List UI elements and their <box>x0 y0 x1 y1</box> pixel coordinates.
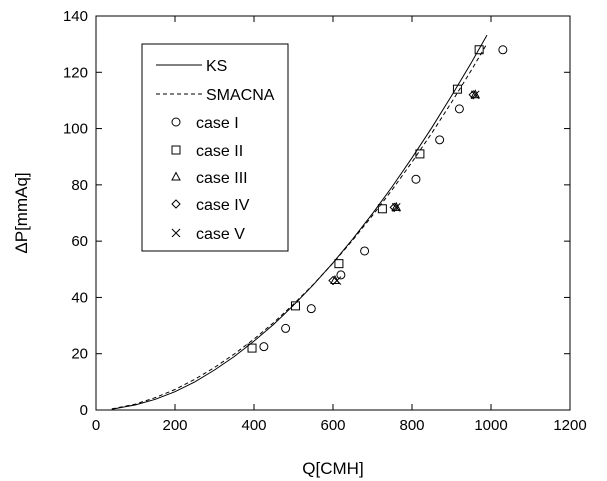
point-case-ii <box>452 84 462 94</box>
point-case-i <box>360 246 370 256</box>
x-tick-label: 200 <box>162 417 187 434</box>
point-case-iii <box>330 274 340 285</box>
point-case-i <box>454 104 464 114</box>
series-layer <box>111 34 508 410</box>
y-tick-label: 20 <box>71 346 88 363</box>
point-case-ii <box>474 45 484 55</box>
point-case-ii <box>290 301 300 311</box>
series-line-smacna <box>111 43 488 410</box>
point-case-i <box>259 342 269 352</box>
legend-label-case-iii: case III <box>196 170 248 187</box>
point-case-ii <box>247 343 257 353</box>
x-axis-label: Q[CMH] <box>302 459 363 478</box>
legend-marker-case-ii <box>171 145 181 155</box>
y-tick-label: 40 <box>71 289 88 306</box>
legend-marker-case-i <box>171 117 181 127</box>
y-tick-label: 60 <box>71 233 88 250</box>
y-tick-label: 100 <box>63 121 88 138</box>
point-case-v <box>470 90 480 100</box>
x-tick-label: 0 <box>92 417 100 434</box>
legend-marker-case-iii <box>171 171 181 181</box>
point-case-i <box>306 304 316 314</box>
point-case-i <box>435 135 445 145</box>
point-case-ii <box>334 259 344 269</box>
point-case-i <box>411 174 421 184</box>
point-case-v <box>391 203 401 212</box>
legend-label-smacna: SMACNA <box>206 87 275 104</box>
legend-box <box>141 43 289 252</box>
y-axis-label: ΔP[mmAq] <box>12 172 31 253</box>
legend: KS SMACNA case I case II case III case IV case… <box>141 43 289 252</box>
y-tick-label: 0 <box>80 402 88 419</box>
y-tick-label: 140 <box>63 8 88 25</box>
point-case-i <box>498 45 508 55</box>
point-case-iii <box>391 201 402 211</box>
x-tick-label: 1000 <box>474 417 507 434</box>
y-tick-label: 80 <box>71 177 88 194</box>
legend-label-ks: KS <box>206 58 227 75</box>
point-case-iii <box>470 89 481 99</box>
x-tick-label: 800 <box>399 417 424 434</box>
legend-label-case-v: case V <box>196 226 245 243</box>
legend-marker-case-iv <box>171 199 181 209</box>
x-tick-label: 600 <box>320 417 345 434</box>
point-case-i <box>281 323 291 333</box>
point-case-ii <box>377 204 387 214</box>
legend-label-case-ii: case II <box>196 143 243 160</box>
ticks-layer: 0 200 400 600 800 1000 1200 0 20 40 60 80 100 120 140 <box>63 8 587 434</box>
point-case-v <box>332 276 342 285</box>
x-tick-label: 400 <box>241 417 266 434</box>
legend-label-case-iv: case IV <box>196 197 250 214</box>
point-case-ii <box>415 149 425 159</box>
legend-label-case-i: case I <box>196 115 239 132</box>
legend-marker-case-v <box>171 228 181 238</box>
x-tick-label: 1200 <box>553 417 586 434</box>
point-case-i <box>336 270 346 280</box>
y-tick-label: 120 <box>63 64 88 81</box>
